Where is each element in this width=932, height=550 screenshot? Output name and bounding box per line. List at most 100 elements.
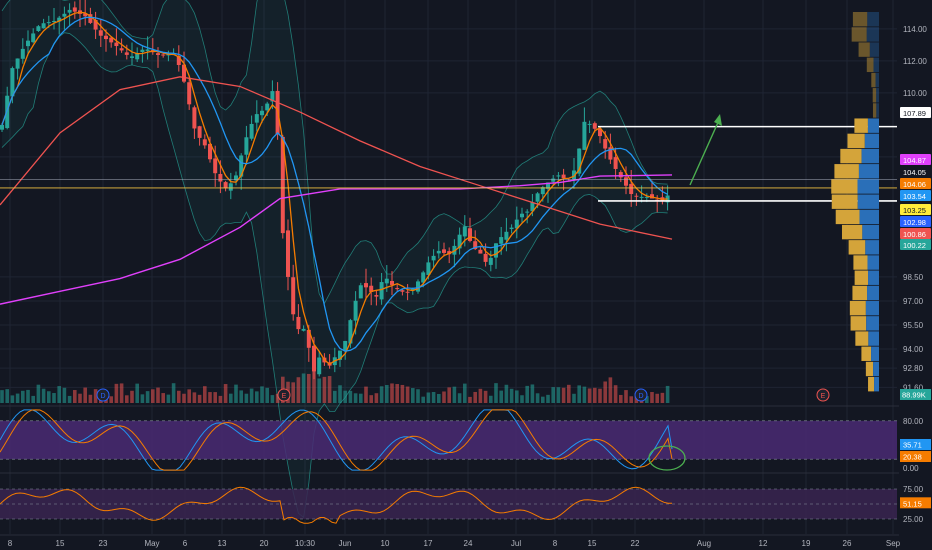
candle[interactable]	[291, 264, 296, 321]
candle-body	[0, 124, 4, 130]
candle[interactable]	[244, 125, 249, 165]
profile-bar-blue	[864, 133, 879, 149]
candle[interactable]	[561, 168, 566, 191]
candle[interactable]	[317, 350, 322, 377]
candle-body	[416, 281, 420, 292]
candle[interactable]	[176, 45, 181, 72]
candle[interactable]	[109, 36, 114, 48]
candle-body	[260, 110, 264, 116]
volume-tag-bg	[900, 389, 931, 400]
candle[interactable]	[650, 180, 654, 199]
candle[interactable]	[442, 242, 446, 257]
candle[interactable]	[343, 340, 348, 360]
candle[interactable]	[124, 44, 129, 60]
candle[interactable]	[104, 29, 108, 52]
candle[interactable]	[587, 120, 592, 134]
candle[interactable]	[514, 206, 519, 239]
volume-bar	[145, 391, 150, 403]
candle[interactable]	[416, 279, 420, 294]
candle[interactable]	[488, 250, 493, 272]
candle[interactable]	[140, 46, 145, 63]
candle[interactable]	[26, 30, 30, 56]
price-tag: 104.87	[900, 154, 931, 165]
candle-body	[140, 49, 145, 53]
candle[interactable]	[572, 157, 576, 189]
candle[interactable]	[286, 219, 290, 291]
candle[interactable]	[577, 148, 582, 177]
marker-label: E	[821, 393, 826, 400]
candle[interactable]	[405, 284, 410, 301]
candle[interactable]	[280, 134, 285, 239]
candle[interactable]	[166, 50, 171, 62]
candle[interactable]	[93, 11, 98, 39]
candle[interactable]	[234, 171, 238, 186]
candle[interactable]	[301, 325, 306, 332]
dividend-marker[interactable]: D	[634, 388, 648, 402]
candle[interactable]	[52, 7, 56, 30]
candle-body	[218, 173, 223, 182]
candle[interactable]	[161, 53, 166, 58]
candle[interactable]	[119, 38, 124, 53]
candle[interactable]	[624, 166, 628, 195]
volume-bar	[52, 393, 56, 403]
candle[interactable]	[364, 268, 368, 300]
earnings-marker[interactable]: E	[277, 388, 291, 402]
candle[interactable]	[390, 271, 394, 296]
candle[interactable]	[504, 217, 509, 252]
candle-body	[494, 243, 498, 258]
candle[interactable]	[223, 180, 228, 192]
candle[interactable]	[20, 38, 25, 64]
volume-bar	[489, 395, 493, 403]
dividend-marker[interactable]: D	[96, 388, 110, 402]
candle[interactable]	[520, 207, 524, 223]
candle[interactable]	[457, 227, 462, 255]
candle[interactable]	[249, 115, 254, 141]
candle[interactable]	[431, 249, 436, 268]
profile-bar-gold	[847, 133, 865, 149]
candle[interactable]	[468, 217, 472, 243]
volume-bar	[166, 394, 171, 403]
candle[interactable]	[582, 107, 587, 151]
horizontal-levels[interactable]	[0, 125, 897, 202]
candle[interactable]	[31, 28, 36, 44]
candle[interactable]	[358, 282, 363, 299]
candle[interactable]	[197, 125, 202, 146]
candle-body	[296, 316, 301, 330]
candle[interactable]	[41, 18, 46, 29]
candle[interactable]	[395, 284, 400, 291]
candle[interactable]	[114, 28, 119, 56]
candle[interactable]	[436, 241, 441, 259]
candle-body	[192, 107, 197, 129]
candle[interactable]	[202, 134, 207, 149]
candle[interactable]	[135, 47, 140, 62]
volume-bar	[608, 377, 613, 403]
candle[interactable]	[608, 133, 613, 164]
candle[interactable]	[72, 1, 77, 19]
candle[interactable]	[254, 100, 259, 132]
candle[interactable]	[447, 247, 452, 264]
candle[interactable]	[239, 153, 244, 190]
candle[interactable]	[187, 79, 192, 110]
candle[interactable]	[525, 209, 530, 224]
profile-bar-gold	[852, 285, 868, 301]
candle[interactable]	[374, 290, 379, 306]
volume-bar	[431, 391, 436, 403]
candle[interactable]	[546, 182, 550, 203]
candle[interactable]	[228, 172, 233, 200]
candle[interactable]	[296, 304, 301, 335]
candle-body	[546, 182, 550, 189]
profile-bar-gold	[831, 194, 858, 209]
candle[interactable]	[130, 42, 134, 66]
earnings-marker[interactable]: E	[816, 388, 830, 402]
candle[interactable]	[192, 105, 197, 139]
candle[interactable]	[98, 19, 103, 48]
candle[interactable]	[57, 15, 62, 35]
candle[interactable]	[400, 289, 405, 296]
candle[interactable]	[598, 127, 602, 144]
candle[interactable]	[36, 25, 41, 32]
candle[interactable]	[634, 193, 639, 206]
candle[interactable]	[15, 58, 20, 80]
candle[interactable]	[509, 224, 514, 234]
